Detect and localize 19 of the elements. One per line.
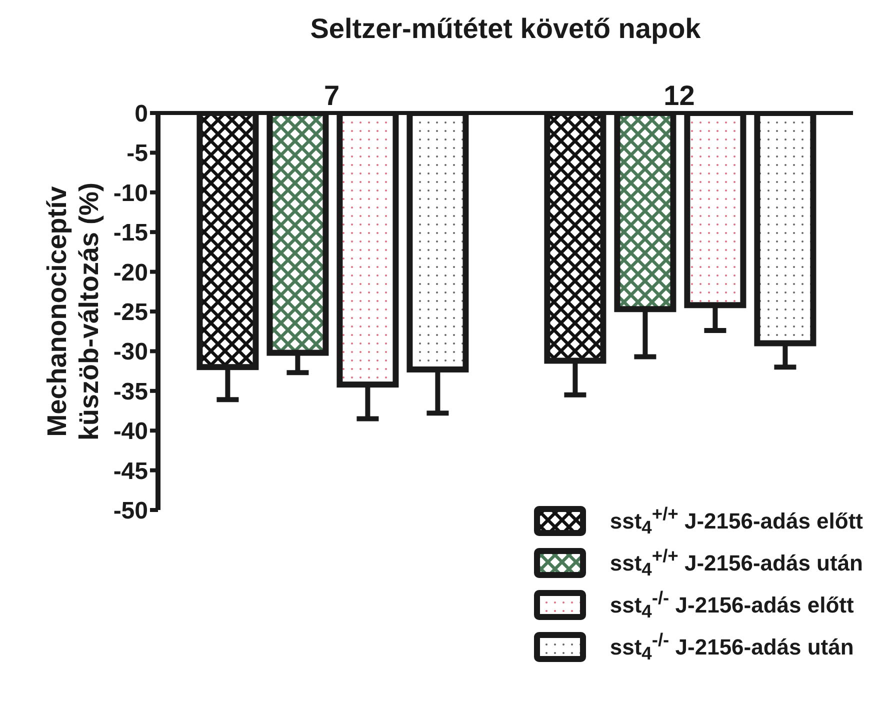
y-tick-label: 0 (134, 100, 148, 128)
x-tick-label: 12 (664, 80, 695, 111)
y-axis-title: Mechanonociceptív küszöb-változás (%) (42, 182, 104, 441)
legend-label: sst$_{4}$$^{+/+}$ J-2156-adás után (610, 545, 863, 581)
y-tick-label: -10 (113, 180, 148, 207)
x-tick-label: 7 (324, 80, 340, 111)
y-tick-label: -35 (113, 378, 148, 406)
y-tick-label: -5 (126, 140, 148, 168)
legend-label: sst$_{4}$$^{-/-}$ J-2156-adás előtt (610, 587, 854, 623)
y-tick-label: -20 (113, 259, 148, 286)
y-tick-label: -50 (113, 498, 148, 525)
x-axis-title: Seltzer-műtétet követő napok (310, 12, 702, 44)
y-tick-label: -40 (113, 418, 148, 446)
y-tick-label: -25 (113, 299, 148, 326)
y-tick-label: -30 (113, 338, 148, 366)
y-tick-label: -45 (113, 458, 148, 485)
legend-label: sst$_{4}$$^{+/+}$ J-2156-adás előtt (610, 503, 863, 539)
legend-label: sst$_{4}$$^{-/-}$ J-2156-adás után (610, 629, 854, 665)
y-tick-label: -15 (113, 220, 148, 247)
